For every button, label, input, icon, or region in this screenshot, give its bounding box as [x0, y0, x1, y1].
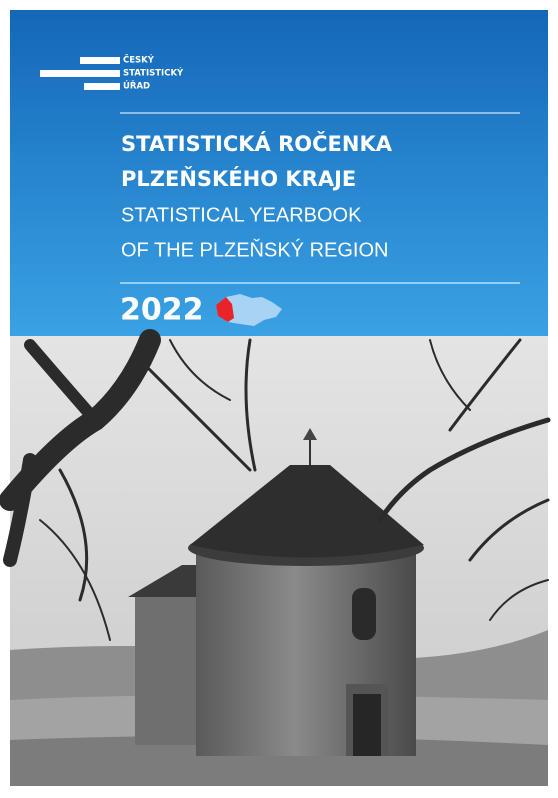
title-cs: STATISTICKÁ ROČENKA — [121, 131, 393, 156]
photo — [10, 336, 548, 786]
logo-text: STATISTICKÝ — [123, 67, 184, 79]
year: 2022 — [120, 293, 204, 328]
title-en: STATISTICAL YEARBOOK — [121, 204, 362, 226]
page: ČESKÝ STATISTICKÝ ÚŘAD STATISTICKÁ ROČEN… — [0, 0, 558, 798]
logo-text: ÚŘAD — [123, 80, 150, 92]
title-cs: PLZEŇSKÉHO KRAJE — [121, 166, 356, 191]
title-en: OF THE PLZEŇSKÝ REGION — [121, 238, 388, 261]
cover: ČESKÝ STATISTICKÝ ÚŘAD STATISTICKÁ ROČEN… — [0, 0, 558, 798]
logo-text: ČESKÝ — [123, 54, 155, 66]
